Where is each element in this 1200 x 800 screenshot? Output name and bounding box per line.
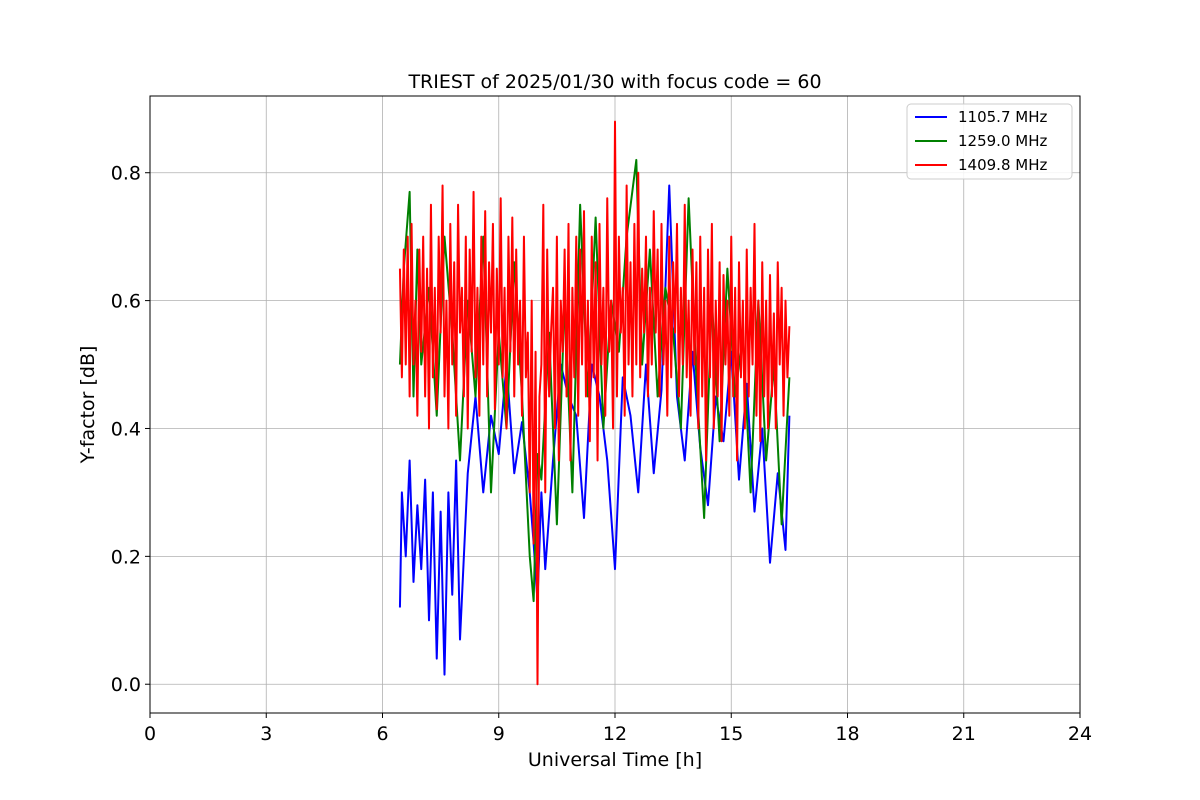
y-tick-label: 0.6 xyxy=(111,291,141,313)
x-tick-label: 12 xyxy=(603,723,627,745)
x-tick-label: 3 xyxy=(260,723,272,745)
legend-label: 1409.8 MHz xyxy=(958,156,1047,174)
legend: 1105.7 MHz 1259.0 MHz 1409.8 MHz xyxy=(906,103,1073,180)
y-axis-label: Y-factor [dB] xyxy=(77,346,99,465)
y-axis-ticks: 0.0 0.2 0.4 0.6 0.8 xyxy=(111,163,150,696)
legend-frame xyxy=(906,103,1073,180)
x-tick-label: 18 xyxy=(835,723,859,745)
y-tick-label: 0.8 xyxy=(111,163,141,185)
legend-label: 1259.0 MHz xyxy=(958,132,1047,150)
x-tick-label: 9 xyxy=(493,723,505,745)
y-tick-label: 0.4 xyxy=(111,418,141,440)
legend-label: 1105.7 MHz xyxy=(958,108,1047,126)
x-tick-label: 24 xyxy=(1068,723,1092,745)
series-layer xyxy=(398,120,791,686)
x-tick-label: 21 xyxy=(952,723,976,745)
x-tick-label: 6 xyxy=(376,723,388,745)
x-axis-ticks: 0 3 6 9 12 15 18 21 24 xyxy=(144,713,1092,745)
y-tick-label: 0.0 xyxy=(111,674,141,696)
x-tick-label: 0 xyxy=(144,723,156,745)
x-axis-label: Universal Time [h] xyxy=(528,749,702,771)
series-line-3 xyxy=(398,120,791,686)
chart-title: TRIEST of 2025/01/30 with focus code = 6… xyxy=(407,71,821,93)
x-tick-label: 15 xyxy=(719,723,743,745)
y-tick-label: 0.2 xyxy=(111,546,141,568)
